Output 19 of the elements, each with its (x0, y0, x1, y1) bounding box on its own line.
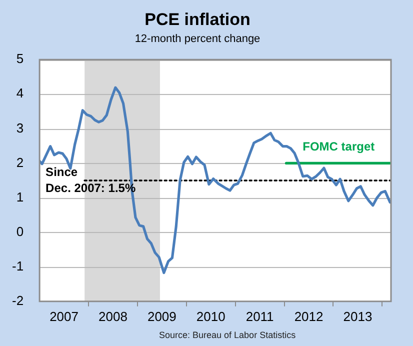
source-note: Source: Bureau of Labor Statistics (158, 330, 296, 340)
chart-subtitle: 12-month percent change (134, 33, 260, 46)
x-tick-label: 2010 (196, 308, 226, 324)
x-tick-label: 2008 (98, 308, 128, 324)
y-tick-label: 3 (16, 120, 24, 136)
x-tick-label: 2012 (294, 308, 324, 324)
chart-title: PCE inflation (144, 10, 250, 29)
y-tick-label: -2 (12, 292, 24, 308)
x-tick-label: 2007 (50, 308, 78, 324)
y-tick-label: -1 (12, 258, 24, 274)
x-tick-label: 2011 (246, 308, 274, 324)
y-tick-label: 4 (16, 86, 24, 101)
series-label: FOMC target (302, 140, 375, 154)
x-tick-label: 2013 (343, 308, 372, 324)
y-tick-label: 5 (16, 51, 24, 66)
y-tick-label: 0 (16, 224, 24, 239)
y-tick-label: 1 (16, 189, 24, 204)
y-tick-label: 2 (16, 154, 24, 170)
x-tick-label: 2009 (147, 308, 176, 324)
